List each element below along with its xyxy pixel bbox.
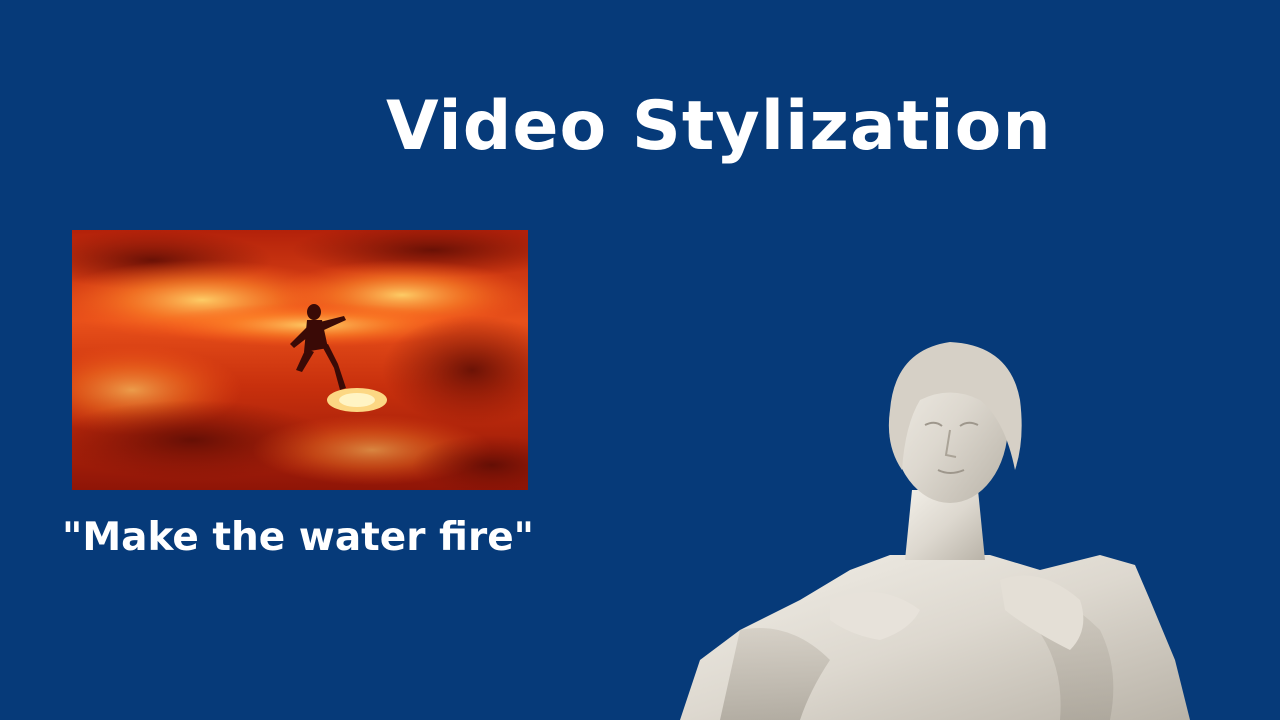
statue-image: [680, 330, 1200, 720]
prompt-caption: "Make the water fire": [62, 515, 534, 560]
marble-statue-image: [680, 342, 1190, 720]
fire-wave-surfer-image: [72, 230, 528, 490]
stylized-video-frame: [72, 230, 528, 490]
slide-title: Video Stylization: [386, 87, 1052, 166]
